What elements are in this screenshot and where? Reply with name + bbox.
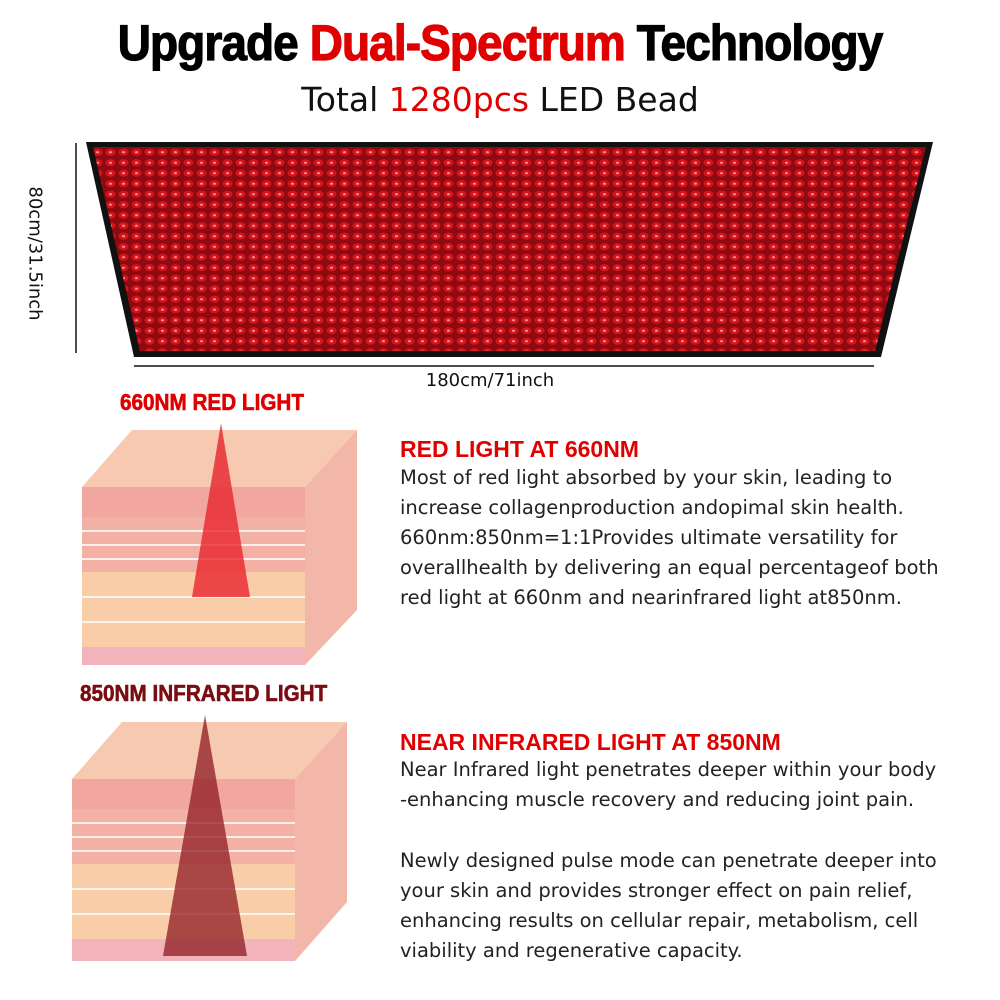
body-line: 660nm:850nm=1:1Provides ultimate versati… (400, 526, 898, 549)
body-line: increase collagenproduction andopimal sk… (400, 496, 904, 519)
nir-diagram-label: 850NM INFRARED LIGHT (80, 680, 328, 707)
red-section-body: Most of red light absorbed by your skin,… (400, 463, 939, 613)
body-line: red light at 660nm and nearinfrared ligh… (400, 586, 902, 609)
subtitle-highlight: 1280pcs (388, 80, 530, 119)
infrared-light-beam (163, 715, 247, 956)
body-line: Near Infrared light penetrates deeper wi… (400, 758, 937, 781)
skin-diagram-nir (72, 715, 347, 961)
subtitle-text-end: LED Bead (529, 80, 699, 119)
height-label: 80cm/31.5inch (24, 186, 46, 321)
body-line: viability and regenerative capacity. (400, 939, 743, 962)
page-title: Upgrade Dual-Spectrum Technology (40, 14, 960, 72)
title-highlight: Dual-Spectrum (309, 14, 626, 71)
subtitle: Total 1280pcs LED Bead (0, 80, 1000, 119)
title-text: Upgrade (117, 14, 310, 71)
nir-section-body-2: Newly designed pulse mode can penetrate … (400, 846, 937, 966)
red-diagram-label: 660NM RED LIGHT (120, 389, 305, 416)
title-text-end: Technology (624, 14, 884, 71)
body-line: enhancing results on cellular repair, me… (400, 909, 919, 932)
skin-diagram-red (82, 423, 357, 665)
width-label: 180cm/71inch (425, 370, 555, 391)
red-light-beam (192, 423, 250, 597)
body-line: -enhancing muscle recovery and reducing … (400, 788, 915, 811)
body-line: your skin and provides stronger effect o… (400, 879, 913, 902)
nir-section-body: Near Infrared light penetrates deeper wi… (400, 755, 936, 815)
subtitle-text: Total (301, 80, 389, 119)
led-panel-image (75, 142, 933, 367)
body-line: Most of red light absorbed by your skin,… (400, 466, 893, 489)
body-line: Newly designed pulse mode can penetrate … (400, 849, 937, 872)
nir-section-title: NEAR INFRARED LIGHT AT 850NM (400, 729, 781, 755)
body-line: overallhealth by delivering an equal per… (400, 556, 939, 579)
height-dimension: 80cm/31.5inch (0, 148, 80, 358)
red-section-title: RED LIGHT AT 660NM (400, 436, 639, 462)
